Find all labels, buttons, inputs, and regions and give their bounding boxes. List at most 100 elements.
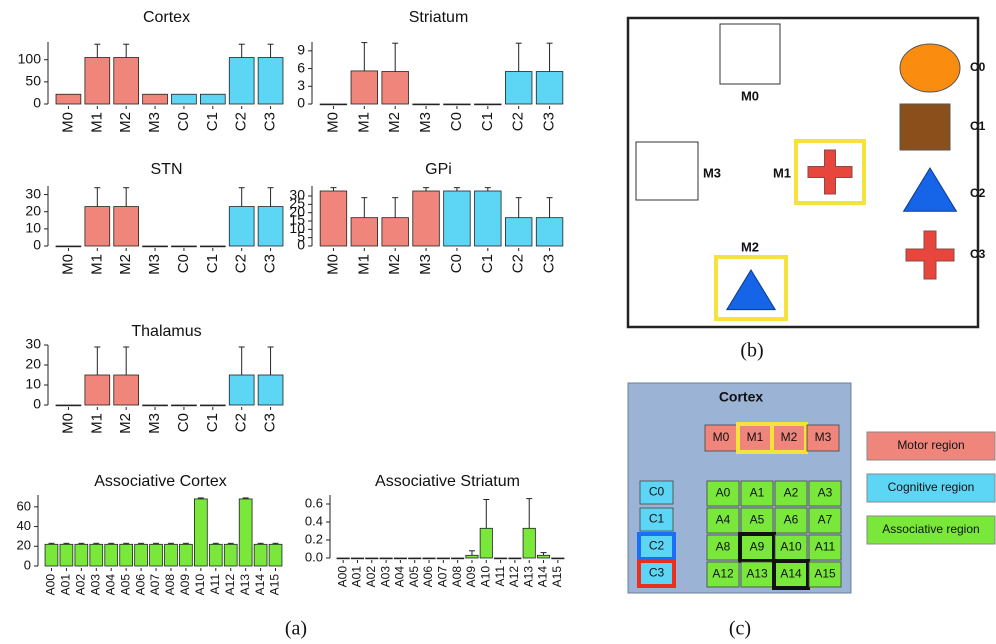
associative-cell-label: A0 (716, 486, 731, 500)
x-tick-label: C1 (204, 413, 221, 432)
x-tick-label: A06 (133, 574, 147, 596)
target-box (635, 141, 699, 201)
bar (412, 190, 440, 247)
bar (422, 557, 436, 560)
target-label: M0 (741, 88, 759, 103)
associative-cell (740, 480, 774, 507)
x-tick-label: M0 (59, 112, 76, 133)
legend-label: C0 (970, 60, 986, 74)
associative-cell-label: A15 (814, 567, 836, 581)
bar (319, 190, 348, 247)
x-tick-label: A07 (148, 574, 162, 596)
bar (474, 103, 502, 106)
bar (119, 543, 133, 567)
chart-title: Thalamus (131, 323, 201, 340)
x-tick-label: C2 (233, 413, 250, 432)
y-tick-label: 30 (25, 185, 41, 201)
y-tick-label: 5 (297, 228, 305, 244)
bar (379, 557, 393, 560)
cognitive-cell-label: C1 (649, 512, 665, 526)
associative-cell-label: A6 (784, 513, 799, 527)
x-tick-label: A13 (238, 574, 252, 596)
x-tick-label: A01 (59, 574, 73, 596)
y-tick-label: 25 (289, 195, 305, 211)
target-label: M3 (703, 165, 721, 180)
associative-cell (706, 480, 740, 507)
associative-cell (774, 480, 808, 507)
bar (171, 404, 197, 407)
x-tick-label: C2 (233, 112, 250, 131)
x-tick-label: A08 (163, 574, 177, 596)
x-tick-label: C3 (541, 112, 558, 131)
associative-cell (808, 534, 842, 561)
x-tick-label: C2 (510, 112, 527, 131)
motor-cell-label: M0 (713, 430, 730, 444)
x-tick-label: A14 (536, 566, 550, 588)
bar (84, 374, 111, 406)
y-tick-label: 40 (17, 518, 31, 533)
bar (194, 498, 208, 567)
x-tick-label: A14 (253, 574, 267, 596)
x-tick-label: M2 (117, 254, 134, 275)
x-tick-label: A04 (103, 574, 117, 596)
associative-cell (774, 534, 808, 561)
associative-cell-label: A7 (818, 513, 833, 527)
x-tick-label: A03 (88, 574, 102, 596)
motor-cell-label: M3 (815, 430, 832, 444)
associative-cell-label: A8 (716, 540, 731, 554)
x-tick-label: M2 (386, 112, 403, 133)
x-tick-label: M3 (146, 413, 163, 434)
y-tick-label: 0.2 (305, 531, 323, 546)
y-tick-label: 20 (25, 202, 41, 218)
legend-label: Motor region (897, 438, 964, 452)
x-tick-label: C3 (262, 254, 279, 273)
bar (253, 543, 268, 567)
bar (228, 374, 255, 406)
bar (55, 93, 82, 105)
bar (436, 557, 450, 560)
bar (268, 543, 283, 567)
map-title: Cortex (719, 389, 764, 405)
x-tick-label: A11 (208, 574, 222, 595)
x-tick-label: A07 (436, 566, 450, 588)
associative-cell-label: A2 (784, 486, 799, 500)
bar (104, 543, 119, 567)
associative-cell-label: A5 (750, 513, 765, 527)
bar (408, 557, 422, 560)
x-tick-label: C0 (448, 112, 465, 131)
x-tick-label: M2 (117, 112, 134, 133)
bar (142, 93, 168, 105)
bar (134, 543, 148, 567)
cognitive-cell (639, 480, 674, 505)
highlight (738, 532, 776, 563)
legend-label: C2 (970, 186, 986, 200)
bar (350, 557, 365, 560)
bar (443, 190, 471, 247)
y-tick-label: 0.0 (305, 549, 323, 564)
legend-label: C1 (970, 119, 986, 133)
bar (443, 103, 471, 106)
legend-swatch (866, 431, 996, 461)
bar (536, 554, 551, 559)
associative-cell (706, 534, 740, 561)
target-label: M1 (773, 165, 791, 180)
highlight (637, 559, 676, 588)
x-tick-label: A05 (407, 566, 421, 588)
cross-shape (807, 149, 853, 195)
bar (365, 557, 379, 560)
chart-title: GPi (425, 161, 452, 178)
bar (199, 93, 226, 105)
associative-cell-label: A11 (815, 540, 836, 554)
square-shape (899, 103, 951, 151)
x-tick-label: A03 (378, 566, 392, 588)
x-tick-label: A12 (507, 566, 521, 588)
bar (74, 543, 89, 567)
bar (113, 206, 140, 247)
x-tick-label: C0 (175, 254, 192, 273)
cognitive-cell-label: C2 (649, 539, 665, 553)
triangle-shape (725, 269, 777, 311)
bar (171, 245, 197, 248)
associative-cell-label: A12 (712, 567, 734, 581)
bar (350, 217, 378, 247)
